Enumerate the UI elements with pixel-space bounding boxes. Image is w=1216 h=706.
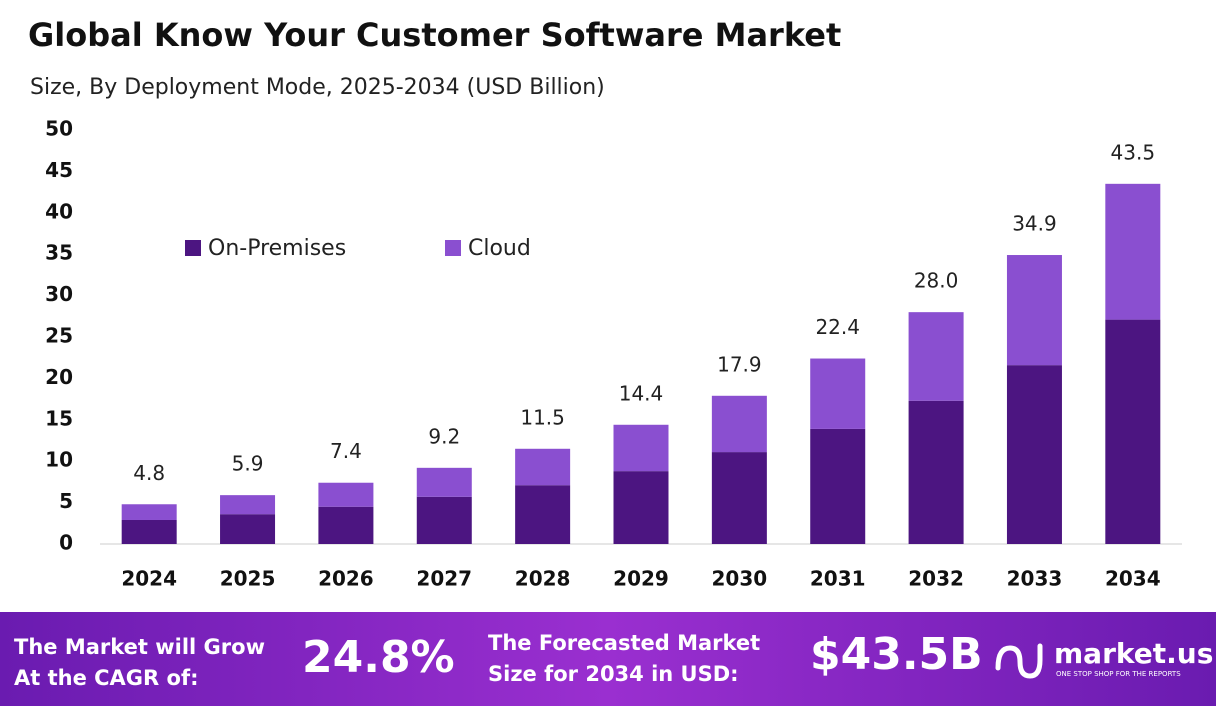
bar-segment xyxy=(416,496,472,544)
bar-segment xyxy=(121,504,177,520)
x-tick-label: 2024 xyxy=(121,567,177,591)
x-tick-label: 2032 xyxy=(908,567,964,591)
footer-banner xyxy=(0,612,1216,706)
total-label: 5.9 xyxy=(232,452,264,476)
total-label: 4.8 xyxy=(133,461,165,485)
chart-subtitle: Size, By Deployment Mode, 2025-2034 (USD… xyxy=(30,75,605,100)
x-tick-label: 2028 xyxy=(515,567,571,591)
bar-segment xyxy=(416,467,472,497)
bar-segment xyxy=(515,485,571,544)
forecast-text: Size for 2034 in USD: xyxy=(488,662,739,686)
total-label: 9.2 xyxy=(428,424,460,448)
bar-segment xyxy=(1006,365,1062,544)
y-tick-label: 0 xyxy=(59,531,73,555)
y-tick-label: 45 xyxy=(45,158,73,182)
y-tick-label: 50 xyxy=(45,117,73,141)
y-tick-label: 10 xyxy=(45,448,73,472)
total-label: 34.9 xyxy=(1012,212,1057,236)
bar-segment xyxy=(1105,319,1161,544)
y-tick-label: 25 xyxy=(45,324,73,348)
total-label: 7.4 xyxy=(330,439,362,463)
total-label: 14.4 xyxy=(619,381,664,405)
brand-name: market.us xyxy=(1054,637,1213,670)
brand-logo xyxy=(995,643,1043,679)
x-tick-label: 2025 xyxy=(220,567,276,591)
x-tick-label: 2030 xyxy=(712,567,768,591)
total-label: 43.5 xyxy=(1111,140,1156,164)
cagr-text: The Market will Grow xyxy=(14,635,265,659)
cagr-text: At the CAGR of: xyxy=(14,666,199,690)
bar-segment xyxy=(318,506,374,544)
y-tick-label: 40 xyxy=(45,199,73,223)
y-tick-label: 15 xyxy=(45,406,73,430)
bar-segment xyxy=(908,312,964,401)
y-tick-label: 20 xyxy=(45,365,73,389)
x-tick-label: 2033 xyxy=(1007,567,1063,591)
total-label: 28.0 xyxy=(914,269,959,293)
bar-segment xyxy=(613,471,669,544)
legend-label: Cloud xyxy=(468,236,531,261)
bar-segment xyxy=(220,495,276,515)
bar-segment xyxy=(711,395,767,453)
bar-segment xyxy=(711,452,767,544)
legend-swatch xyxy=(445,240,461,256)
bar-segment xyxy=(318,482,374,507)
bar-segment xyxy=(810,428,866,544)
bar-segment xyxy=(810,358,866,429)
y-tick-label: 5 xyxy=(59,489,73,513)
total-label: 11.5 xyxy=(520,405,565,429)
x-tick-label: 2027 xyxy=(416,567,472,591)
bar-segment xyxy=(613,424,669,472)
legend-label: On-Premises xyxy=(208,236,346,261)
brand-tagline: ONE STOP SHOP FOR THE REPORTS xyxy=(1056,670,1181,678)
bar-segment xyxy=(908,400,964,544)
chart-title: Global Know Your Customer Software Marke… xyxy=(28,16,841,54)
bar-segment xyxy=(1006,255,1062,366)
bar-segment xyxy=(121,519,177,544)
bar-segment xyxy=(1105,183,1161,320)
total-label: 17.9 xyxy=(717,352,762,376)
x-tick-label: 2031 xyxy=(810,567,866,591)
cagr-value: 24.8% xyxy=(302,632,455,683)
y-tick-label: 35 xyxy=(45,241,73,265)
legend-swatch xyxy=(185,240,201,256)
bar-segment xyxy=(515,448,571,486)
forecast-value: $43.5B xyxy=(810,629,983,680)
y-tick-label: 30 xyxy=(45,282,73,306)
x-tick-label: 2029 xyxy=(613,567,669,591)
bar-segment xyxy=(220,514,276,544)
forecast-text: The Forecasted Market xyxy=(488,631,760,655)
x-tick-label: 2034 xyxy=(1105,567,1161,591)
total-label: 22.4 xyxy=(815,315,860,339)
x-tick-label: 2026 xyxy=(318,567,374,591)
